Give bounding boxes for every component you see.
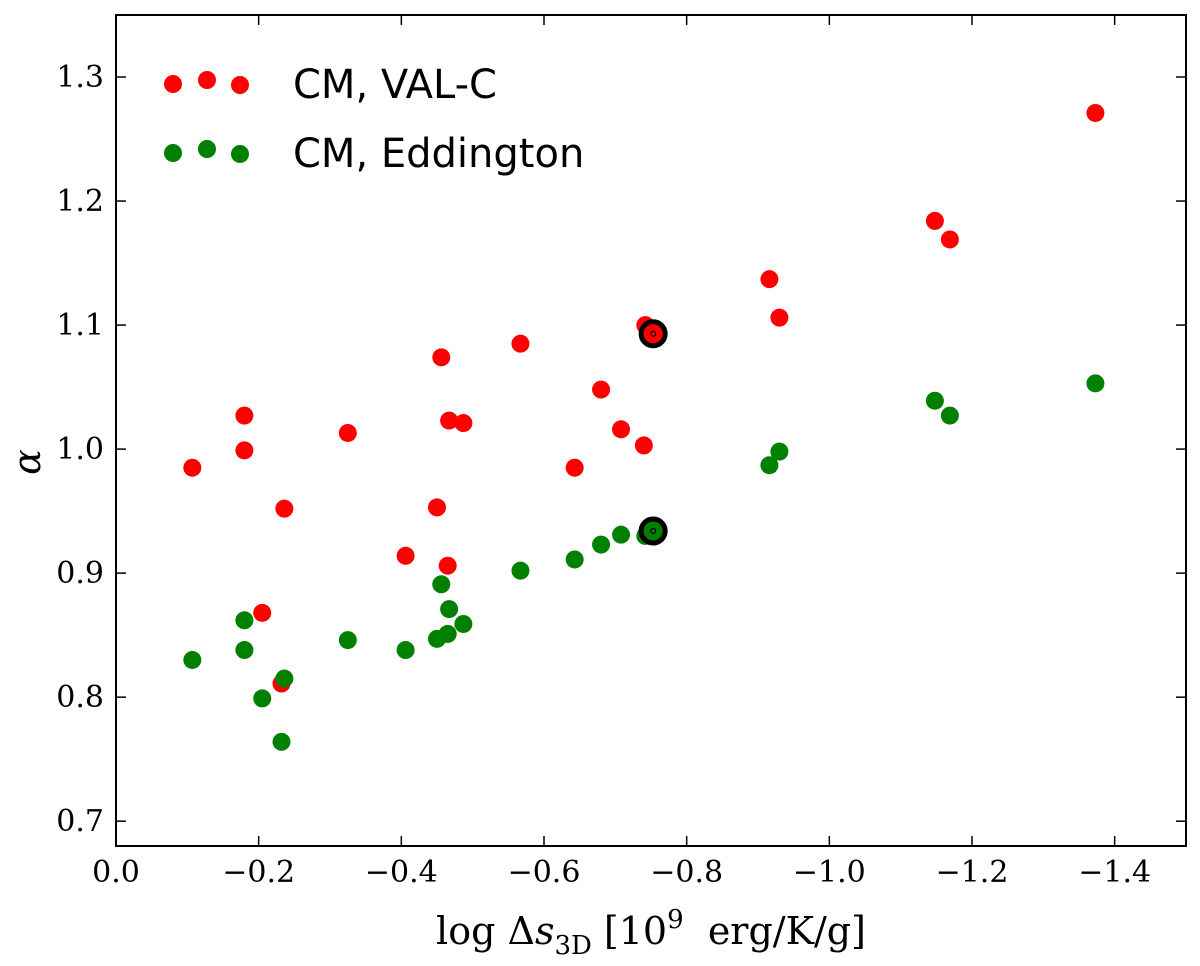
y-tick-label: 1.1 [56, 308, 104, 343]
point-valc [1086, 103, 1105, 122]
point-eddington [235, 641, 254, 660]
point-eddington [432, 575, 451, 594]
legend-marker-valc [198, 71, 216, 89]
point-eddington [612, 525, 631, 544]
point-eddington [592, 535, 611, 554]
point-eddington [440, 600, 459, 619]
point-valc [925, 211, 944, 230]
legend-marker-valc [164, 75, 182, 93]
y-axis-ticks: 0.7 0.8 0.9 1.0 1.1 1.2 1.3 [56, 60, 1186, 839]
point-eddington [770, 442, 789, 461]
x-tick-label: 0.0 [92, 855, 140, 890]
point-valc [634, 436, 653, 455]
point-eddington [511, 561, 530, 580]
legend-marker-eddington [198, 140, 216, 158]
x-axis-label: log Δs3D [109 erg/K/g] [436, 905, 866, 961]
y-axis-label: α [5, 449, 49, 475]
legend-label-eddington: CM, Eddington [293, 131, 584, 177]
highlight-dot-eddington [650, 527, 657, 535]
point-eddington [253, 689, 272, 708]
x-tick-label: −0.8 [650, 855, 723, 890]
highlight-point-eddington [638, 516, 668, 546]
y-tick-label: 0.9 [56, 556, 104, 591]
point-valc [612, 420, 631, 439]
point-valc [592, 380, 611, 399]
point-eddington [183, 650, 202, 669]
x-tick-label: −0.6 [508, 855, 581, 890]
point-eddington [1086, 374, 1105, 393]
point-eddington [396, 641, 415, 660]
y-tick-label: 0.7 [56, 804, 104, 839]
point-eddington [925, 391, 944, 410]
point-eddington [565, 550, 584, 569]
y-tick-label: 1.0 [56, 432, 104, 467]
point-valc [760, 270, 779, 289]
point-valc [253, 603, 272, 622]
point-valc [235, 406, 254, 425]
legend-marker-eddington [164, 144, 182, 162]
point-eddington [940, 406, 959, 425]
point-eddington [235, 611, 254, 630]
y-tick-label: 0.8 [56, 680, 104, 715]
legend-marker-eddington [231, 145, 249, 163]
data-points [183, 103, 1105, 751]
point-eddington [454, 614, 473, 633]
legend-marker-valc [231, 76, 249, 94]
y-tick-label: 1.3 [56, 60, 104, 95]
point-eddington [272, 732, 291, 751]
x-tick-label: −1.0 [793, 855, 866, 890]
x-tick-label: −0.4 [365, 855, 438, 890]
point-valc [454, 414, 473, 433]
legend: CM, VAL-C CM, Eddington [164, 62, 584, 177]
point-valc [511, 334, 530, 353]
point-eddington [760, 456, 779, 475]
point-valc [183, 458, 202, 477]
x-tick-label: −1.2 [936, 855, 1009, 890]
highlight-point-valc [638, 319, 668, 349]
y-tick-label: 1.2 [56, 184, 104, 219]
point-valc [440, 411, 459, 430]
x-tick-label: −0.2 [222, 855, 295, 890]
point-eddington [275, 669, 294, 688]
point-valc [396, 546, 415, 565]
highlight-dot-valc [650, 330, 657, 337]
point-valc [428, 498, 446, 517]
point-valc [438, 556, 457, 575]
point-eddington [338, 631, 357, 650]
point-valc [235, 441, 254, 460]
x-tick-label: −1.4 [1078, 855, 1151, 890]
legend-label-valc: CM, VAL-C [293, 62, 497, 108]
point-valc [338, 423, 357, 442]
plot-frame [115, 14, 1187, 847]
x-axis-ticks: 0.0 −0.2 −0.4 −0.6 −0.8 −1.0 −1.2 −1.4 [92, 15, 1151, 890]
point-valc [770, 308, 789, 327]
point-valc [565, 458, 584, 477]
point-valc [432, 348, 451, 367]
point-valc [940, 230, 959, 249]
point-eddington [438, 624, 457, 643]
point-valc [275, 499, 294, 518]
